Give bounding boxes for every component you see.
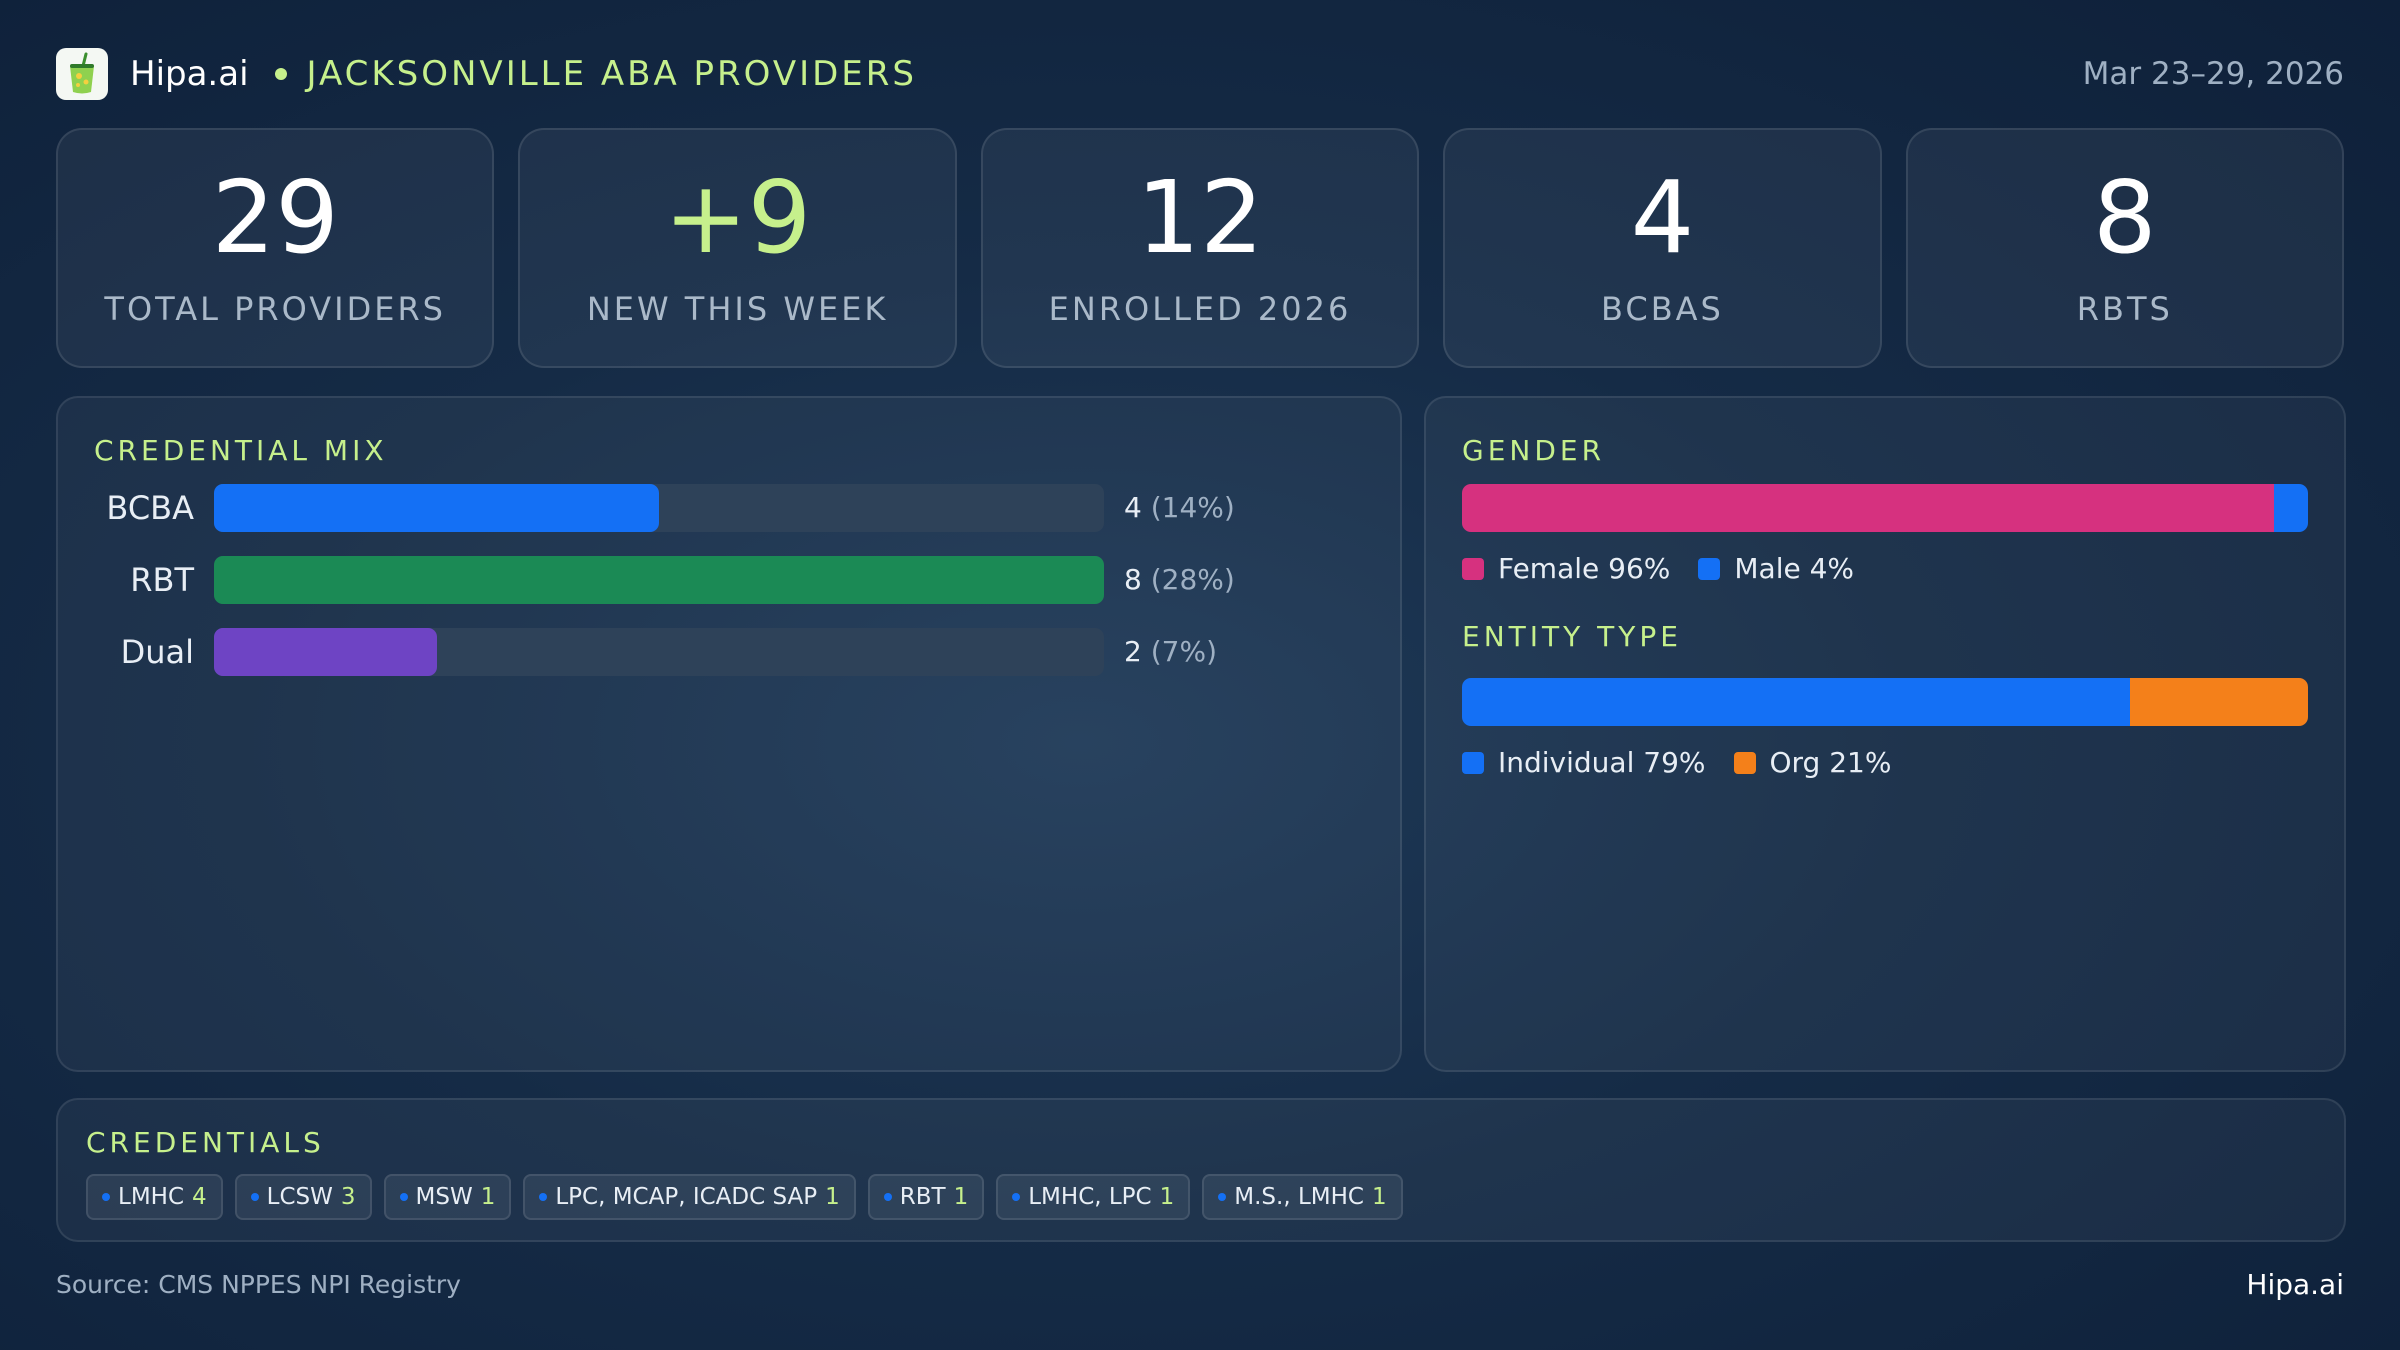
drink-cup-icon: [56, 48, 108, 100]
gender-stacked-bar: [1462, 484, 2308, 532]
legend-item-male: Male 4%: [1698, 552, 1854, 585]
stat-value: +9: [663, 159, 812, 276]
entity-stacked-bar: [1462, 678, 2308, 726]
stat-value: 8: [2093, 159, 2157, 276]
bar-value-label: 4 (14%): [1124, 491, 1235, 524]
stat-value: 4: [1630, 159, 1695, 276]
credential-chip: MSW 1: [383, 1174, 512, 1220]
bar-track: [214, 484, 1104, 532]
bar-track: [214, 556, 1104, 604]
stat-value: 12: [1136, 159, 1264, 276]
chip-label: LPC, MCAP, ICADC SAP: [555, 1184, 818, 1210]
bar-track: [214, 628, 1104, 676]
stat-card-new-this-week: +9 NEW THIS WEEK: [518, 128, 957, 368]
chip-dot: [539, 1193, 548, 1201]
stat-card-enrolled-2026: 12 ENROLLED 2026: [980, 128, 1420, 368]
legend-item-female: Female 96%: [1462, 552, 1670, 585]
bar-bcba: [214, 484, 659, 532]
bar-value-label: 8 (28%): [1124, 563, 1235, 596]
stat-label: RBTS: [2076, 290, 2173, 328]
legend-item-org: Org 21%: [1733, 746, 1891, 779]
credential-chip: LPC, MCAP, ICADC SAP 1: [523, 1174, 856, 1220]
bar-value-label: 2 (7%): [1124, 635, 1218, 668]
bar-row-bcba: BCBA 4 (14%): [58, 484, 1400, 532]
legend-swatch: [1733, 751, 1756, 774]
date-range: Mar 23–29, 2026: [2082, 56, 2344, 92]
stat-cards: 29 TOTAL PROVIDERS +9 NEW THIS WEEK 12 E…: [56, 128, 2345, 368]
footer-brand: Hipa.ai: [2246, 1268, 2344, 1301]
stat-card-bcbas: 4 BCBAS: [1443, 128, 1882, 368]
stat-label: BCBAS: [1600, 290, 1724, 328]
chip-dot: [1012, 1193, 1021, 1201]
bar-segment-male: [2274, 484, 2308, 532]
credential-mix-panel: CREDENTIAL MIX BCBA 4 (14%) RBT 8 (28%) …: [56, 396, 1402, 1072]
chip-count: 1: [1371, 1184, 1387, 1210]
chip-count: 3: [340, 1184, 356, 1210]
credential-chip: M.S., LMHC 1: [1202, 1174, 1403, 1220]
credentials-panel: CREDENTIALS LMHC 4 LCSW 3 MSW 1 LPC, MCAP, ICA…: [56, 1098, 2346, 1242]
chip-dot: [1218, 1193, 1227, 1201]
bar-segment-female: [1462, 484, 2275, 532]
credential-chips: LMHC 4 LCSW 3 MSW 1 LPC, MCAP, ICADC SAP 1 RBT 1 L…: [86, 1174, 1403, 1220]
bar-label: Dual: [120, 633, 194, 671]
credential-chip: LMHC, LPC 1: [996, 1174, 1191, 1220]
chip-count: 1: [953, 1184, 969, 1210]
bar-row-dual: Dual 2 (7%): [58, 628, 1400, 676]
credentials-title: CREDENTIALS: [86, 1126, 325, 1159]
chip-dot: [399, 1193, 408, 1201]
stat-card-rbts: 8 RBTS: [1905, 128, 2345, 368]
stat-card-total-providers: 29 TOTAL PROVIDERS: [56, 128, 495, 368]
chip-dot: [883, 1193, 892, 1201]
chip-label: M.S., LMHC: [1234, 1184, 1364, 1210]
bar-segment-individual: [1462, 678, 2131, 726]
stat-value: 29: [211, 159, 339, 276]
entity-type-title: ENTITY TYPE: [1462, 620, 1682, 653]
demographics-panel: GENDER Female 96% Male 4% ENTITY TYPE In…: [1424, 396, 2346, 1072]
bar-label: BCBA: [106, 489, 194, 527]
stat-label: TOTAL PROVIDERS: [104, 290, 446, 328]
chip-count: 1: [1159, 1184, 1175, 1210]
chip-count: 1: [480, 1184, 496, 1210]
credential-chip: LCSW 3: [234, 1174, 372, 1220]
chip-dot: [250, 1193, 259, 1201]
bar-row-rbt: RBT 8 (28%): [58, 556, 1400, 604]
chip-label: LCSW: [266, 1184, 333, 1210]
chip-label: LMHC: [118, 1184, 185, 1210]
gender-title: GENDER: [1462, 434, 1606, 467]
bar-label: RBT: [130, 561, 194, 599]
credential-chip: LMHC 4: [86, 1174, 223, 1220]
credential-mix-title: CREDENTIAL MIX: [94, 434, 388, 467]
stat-label: NEW THIS WEEK: [586, 290, 889, 328]
bar-segment-org: [2130, 678, 2308, 726]
legend-item-individual: Individual 79%: [1462, 746, 1706, 779]
chip-count: 1: [825, 1184, 840, 1210]
report-title: JACKSONVILLE ABA PROVIDERS: [306, 54, 917, 94]
header: Hipa.ai JACKSONVILLE ABA PROVIDERS Mar 2…: [56, 46, 2344, 102]
legend-swatch: [1462, 751, 1484, 774]
separator-dot: [274, 68, 287, 80]
gender-legend: Female 96% Male 4%: [1462, 552, 1854, 585]
source-note: Source: CMS NPPES NPI Registry: [56, 1270, 461, 1299]
brand-name: Hipa.ai: [130, 54, 249, 94]
chip-label: MSW: [415, 1184, 473, 1210]
chip-count: 4: [192, 1184, 207, 1210]
legend-swatch: [1698, 557, 1721, 580]
legend-swatch: [1462, 557, 1484, 580]
chip-dot: [102, 1193, 110, 1201]
bar-dual: [214, 628, 437, 676]
bar-rbt: [214, 556, 1104, 604]
entity-legend: Individual 79% Org 21%: [1462, 746, 1891, 779]
credential-chip: RBT 1: [867, 1174, 985, 1220]
chip-label: LMHC, LPC: [1028, 1184, 1152, 1210]
chip-label: RBT: [899, 1184, 946, 1210]
stat-label: ENROLLED 2026: [1048, 290, 1352, 328]
